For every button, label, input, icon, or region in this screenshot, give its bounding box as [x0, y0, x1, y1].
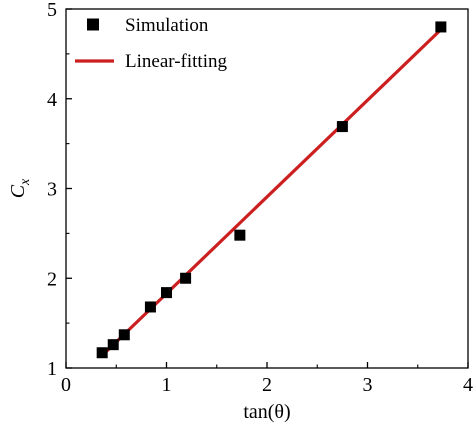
y-tick-label: 3: [47, 179, 57, 201]
fit-line: [101, 28, 442, 357]
data-point: [96, 347, 108, 359]
data-point: [144, 301, 156, 313]
y-tick-label: 1: [47, 358, 57, 380]
x-tick-label: 1: [162, 374, 172, 396]
y-tick-label: 5: [47, 0, 57, 21]
legend-label-simulation: Simulation: [125, 15, 209, 36]
legend-marker-simulation: [87, 18, 99, 31]
data-point: [118, 329, 130, 341]
x-tick-label: 3: [363, 374, 373, 396]
data-point: [435, 21, 447, 33]
data-point: [161, 287, 172, 299]
data-points-group: [96, 21, 447, 359]
x-tick-label: 0: [61, 374, 71, 396]
x-axis-label: tan(θ): [243, 401, 290, 423]
data-point: [234, 229, 246, 241]
legend: Simulation Linear-fitting: [75, 15, 227, 72]
data-point: [107, 339, 119, 351]
legend-label-fit: Linear-fitting: [125, 51, 227, 72]
y-tick-label: 2: [47, 268, 57, 290]
fit-line-group: [101, 28, 442, 357]
x-tick-label: 2: [262, 374, 272, 396]
x-tick-label: 4: [463, 374, 473, 396]
axis-labels: tan(θ) Cx: [7, 178, 291, 423]
data-point: [180, 272, 192, 284]
y-tick-label: 4: [47, 89, 57, 111]
data-point: [336, 121, 348, 133]
y-axis-label: Cx: [7, 178, 33, 198]
